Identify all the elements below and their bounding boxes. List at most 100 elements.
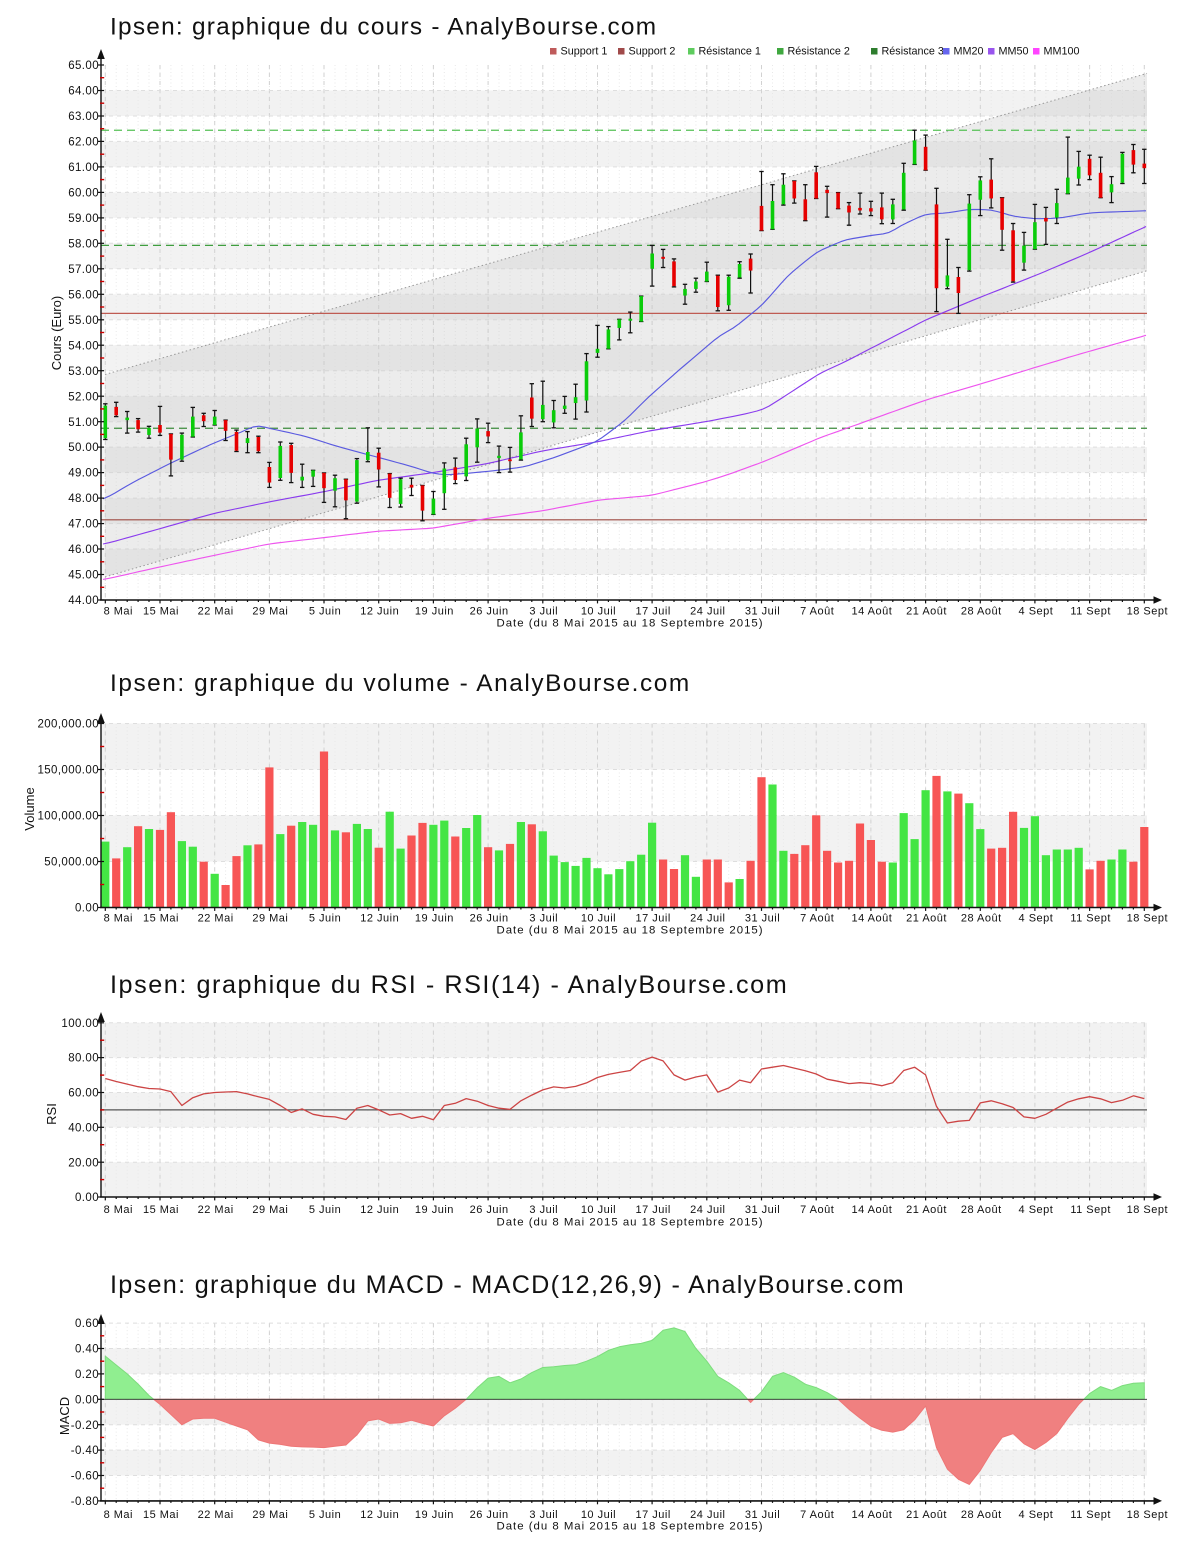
svg-text:60.00: 60.00	[68, 187, 99, 199]
svg-text:18 Sept: 18 Sept	[1127, 1204, 1168, 1216]
svg-text:Ipsen: graphique du cours - An: Ipsen: graphique du cours - AnalyBourse.…	[110, 14, 657, 41]
svg-text:51.00: 51.00	[68, 417, 99, 429]
svg-text:Date (du 8 Mai 2015 au 18 Sept: Date (du 8 Mai 2015 au 18 Septembre 2015…	[496, 925, 763, 937]
svg-text:10 Juil: 10 Juil	[581, 606, 616, 618]
svg-text:48.00: 48.00	[68, 493, 99, 505]
svg-text:8 Mai: 8 Mai	[104, 913, 133, 925]
svg-text:17 Juil: 17 Juil	[636, 606, 671, 618]
svg-text:60.00: 60.00	[68, 1088, 99, 1100]
svg-text:8 Mai: 8 Mai	[104, 606, 133, 618]
svg-text:31 Juil: 31 Juil	[745, 1509, 780, 1521]
svg-text:8 Mai: 8 Mai	[104, 1509, 133, 1521]
svg-text:Ipsen: graphique du volume - A: Ipsen: graphique du volume - AnalyBourse…	[110, 670, 691, 697]
svg-text:RSI: RSI	[44, 1103, 59, 1125]
svg-text:Cours (Euro): Cours (Euro)	[49, 296, 64, 370]
svg-text:14 Août: 14 Août	[851, 913, 892, 925]
svg-text:MM20: MM20	[954, 46, 984, 58]
svg-text:4 Sept: 4 Sept	[1019, 606, 1054, 618]
svg-text:10 Juil: 10 Juil	[581, 1204, 616, 1216]
svg-text:31 Juil: 31 Juil	[745, 606, 780, 618]
svg-text:Résistance 3: Résistance 3	[882, 46, 944, 58]
svg-text:0.00: 0.00	[75, 1192, 99, 1204]
svg-text:26 Juin: 26 Juin	[470, 606, 509, 618]
svg-text:MACD: MACD	[57, 1397, 72, 1435]
svg-text:24 Juil: 24 Juil	[690, 1509, 725, 1521]
svg-text:50,000.00: 50,000.00	[44, 857, 99, 869]
svg-text:22 Mai: 22 Mai	[198, 606, 234, 618]
svg-text:5 Juin: 5 Juin	[309, 1204, 341, 1216]
svg-text:5 Juin: 5 Juin	[309, 606, 341, 618]
svg-text:0.40: 0.40	[75, 1344, 99, 1356]
svg-text:17 Juil: 17 Juil	[636, 1509, 671, 1521]
svg-text:29 Mai: 29 Mai	[252, 1204, 288, 1216]
svg-text:58.00: 58.00	[68, 238, 99, 250]
svg-text:22 Mai: 22 Mai	[198, 913, 234, 925]
svg-text:MM100: MM100	[1044, 46, 1080, 58]
svg-text:22 Mai: 22 Mai	[198, 1509, 234, 1521]
svg-text:Ipsen: graphique du MACD - MAC: Ipsen: graphique du MACD - MACD(12,26,9)…	[110, 1271, 905, 1299]
svg-text:15 Mai: 15 Mai	[143, 913, 179, 925]
svg-text:Date (du 8 Mai 2015 au 18 Sept: Date (du 8 Mai 2015 au 18 Septembre 2015…	[496, 618, 763, 630]
svg-text:18 Sept: 18 Sept	[1127, 606, 1168, 618]
svg-text:24 Juil: 24 Juil	[690, 1204, 725, 1216]
svg-text:7 Août: 7 Août	[800, 1509, 834, 1521]
svg-text:21 Août: 21 Août	[906, 913, 947, 925]
svg-text:0.20: 0.20	[75, 1369, 99, 1381]
svg-text:5 Juin: 5 Juin	[309, 913, 341, 925]
svg-text:55.00: 55.00	[68, 315, 99, 327]
svg-text:24 Juil: 24 Juil	[690, 606, 725, 618]
svg-text:Ipsen: graphique du RSI - RSI(: Ipsen: graphique du RSI - RSI(14) - Anal…	[110, 971, 788, 999]
svg-text:65.00: 65.00	[68, 60, 99, 72]
svg-text:150,000.00: 150,000.00	[37, 765, 99, 777]
svg-text:63.00: 63.00	[68, 111, 99, 123]
svg-text:29 Mai: 29 Mai	[252, 1509, 288, 1521]
svg-text:14 Août: 14 Août	[851, 606, 892, 618]
svg-text:-0.40: -0.40	[71, 1445, 99, 1457]
svg-text:31 Juil: 31 Juil	[745, 1204, 780, 1216]
svg-text:31 Juil: 31 Juil	[745, 913, 780, 925]
svg-text:200,000.00: 200,000.00	[37, 719, 99, 731]
svg-text:53.00: 53.00	[68, 366, 99, 378]
svg-text:26 Juin: 26 Juin	[470, 1204, 509, 1216]
svg-text:15 Mai: 15 Mai	[143, 1509, 179, 1521]
svg-text:12 Juin: 12 Juin	[360, 1509, 399, 1521]
svg-text:11 Sept: 11 Sept	[1070, 606, 1111, 618]
svg-text:26 Juin: 26 Juin	[470, 913, 509, 925]
svg-text:Date (du 8 Mai 2015 au 18 Sept: Date (du 8 Mai 2015 au 18 Septembre 2015…	[496, 1521, 763, 1533]
svg-text:52.00: 52.00	[68, 391, 99, 403]
svg-text:10 Juil: 10 Juil	[581, 1509, 616, 1521]
svg-text:49.00: 49.00	[68, 468, 99, 480]
svg-text:3 Juil: 3 Juil	[529, 1509, 558, 1521]
svg-text:44.00: 44.00	[68, 595, 99, 607]
svg-text:4 Sept: 4 Sept	[1019, 1204, 1054, 1216]
svg-text:11 Sept: 11 Sept	[1070, 1204, 1111, 1216]
svg-text:50.00: 50.00	[68, 442, 99, 454]
svg-text:80.00: 80.00	[68, 1053, 99, 1065]
svg-text:40.00: 40.00	[68, 1122, 99, 1134]
svg-text:7 Août: 7 Août	[800, 606, 834, 618]
svg-text:24 Juil: 24 Juil	[690, 913, 725, 925]
svg-text:19 Juin: 19 Juin	[415, 606, 454, 618]
svg-text:57.00: 57.00	[68, 264, 99, 276]
svg-text:19 Juin: 19 Juin	[415, 1509, 454, 1521]
svg-text:4 Sept: 4 Sept	[1019, 913, 1054, 925]
svg-text:56.00: 56.00	[68, 289, 99, 301]
svg-text:11 Sept: 11 Sept	[1070, 1509, 1111, 1521]
svg-text:17 Juil: 17 Juil	[636, 913, 671, 925]
svg-text:62.00: 62.00	[68, 137, 99, 149]
svg-text:29 Mai: 29 Mai	[252, 606, 288, 618]
svg-text:28 Août: 28 Août	[961, 1204, 1002, 1216]
svg-text:21 Août: 21 Août	[906, 1204, 947, 1216]
svg-text:19 Juin: 19 Juin	[415, 913, 454, 925]
svg-text:3 Juil: 3 Juil	[529, 913, 558, 925]
svg-text:28 Août: 28 Août	[961, 606, 1002, 618]
svg-text:19 Juin: 19 Juin	[415, 1204, 454, 1216]
svg-text:29 Mai: 29 Mai	[252, 913, 288, 925]
svg-text:0.00: 0.00	[75, 1394, 99, 1406]
svg-text:18 Sept: 18 Sept	[1127, 1509, 1168, 1521]
svg-text:17 Juil: 17 Juil	[636, 1204, 671, 1216]
svg-text:Support 1: Support 1	[561, 46, 608, 58]
svg-text:Résistance 2: Résistance 2	[788, 46, 850, 58]
svg-text:0.60: 0.60	[75, 1318, 99, 1330]
svg-text:54.00: 54.00	[68, 340, 99, 352]
